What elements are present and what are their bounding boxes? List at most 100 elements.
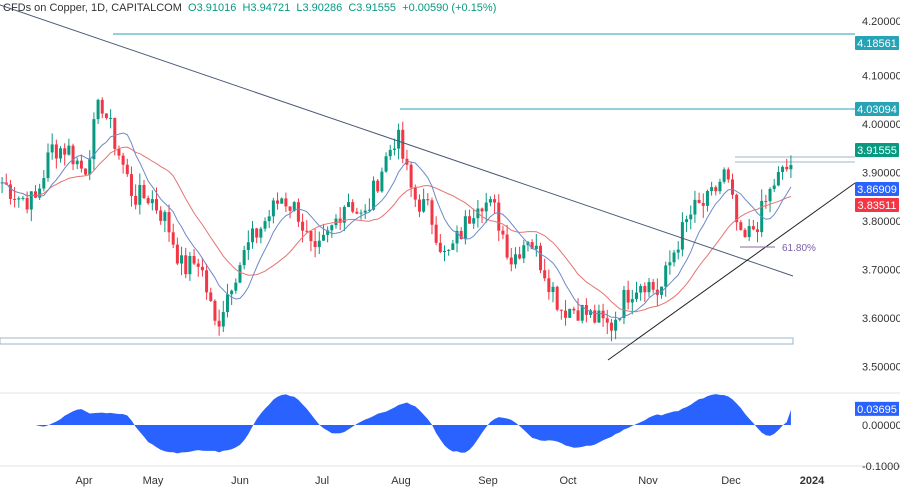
price-label: 3.83511 (858, 200, 897, 212)
candle-body (196, 263, 200, 267)
candle-body (559, 309, 563, 311)
candle-body (321, 234, 325, 241)
price-label-box (855, 36, 899, 50)
candle-body (701, 202, 705, 206)
candle-body (518, 254, 522, 259)
price-label-box (855, 143, 899, 157)
candle-body (789, 164, 793, 170)
candle-body (363, 210, 367, 213)
candle-body (676, 249, 680, 253)
candle-body (580, 305, 584, 321)
candle-body (238, 265, 242, 283)
candle-body (96, 99, 100, 120)
candle-body (430, 200, 434, 225)
candle-body (693, 199, 697, 215)
candle-body (347, 202, 351, 207)
candle-body (718, 181, 722, 192)
candle-body (313, 241, 317, 248)
candle-body (263, 221, 267, 229)
candle-body (785, 166, 789, 170)
candle-body (513, 254, 517, 265)
candle-body (276, 200, 280, 204)
candle-body (680, 222, 684, 250)
candle-body (355, 211, 359, 214)
candle-body (722, 169, 726, 182)
candle-body (67, 145, 71, 155)
candle-body (451, 243, 455, 250)
candle-body (150, 199, 154, 204)
candle-body (601, 310, 605, 319)
candle-body (359, 212, 363, 214)
high-value: H3.94721 (242, 2, 291, 14)
x-tick-label: 2024 (800, 475, 825, 487)
low-value: L3.90286 (296, 2, 343, 14)
candle-body (221, 312, 225, 327)
candle-body (772, 185, 776, 189)
y-tick-label: 4.20000 (862, 16, 900, 28)
candle-body (413, 187, 417, 200)
price-label: 4.03094 (857, 104, 897, 116)
x-tick-label: Apr (75, 475, 92, 487)
candle-body (726, 169, 730, 180)
candle-body (651, 282, 655, 290)
candle-body (476, 208, 480, 219)
candle-body (576, 310, 580, 321)
candle-body (33, 191, 37, 198)
y-tick-label: 3.90000 (862, 168, 900, 180)
candle-body (29, 191, 33, 210)
candle-body (710, 187, 714, 192)
candle-body (422, 199, 426, 212)
candle-body (213, 300, 217, 321)
candle-body (530, 242, 534, 250)
candle-body (434, 224, 438, 243)
chart-header: CFDs on Copper, 1D, CAPITALCOM O3.91016 … (3, 2, 496, 14)
candle-body (643, 286, 647, 293)
candles (0, 97, 793, 342)
candle-body (480, 208, 484, 212)
candle-body (634, 292, 638, 300)
candle-body (301, 221, 305, 231)
candle-body (205, 270, 209, 293)
candle-body (664, 265, 668, 287)
candle-body (225, 294, 229, 313)
support-zone (0, 337, 794, 345)
candle-body (121, 155, 125, 165)
candle-body (25, 197, 29, 210)
candle-body (589, 310, 593, 315)
candle-body (242, 250, 246, 266)
candle-body (397, 129, 401, 149)
candle-body (685, 219, 689, 223)
candle-body (246, 242, 250, 251)
candle-body (647, 282, 651, 293)
y-tick-label: 3.60000 (862, 313, 900, 325)
candle-body (142, 184, 146, 199)
candle-body (438, 242, 442, 253)
candle-body (447, 249, 451, 251)
candle-body (134, 195, 138, 205)
x-tick-label: Sep (478, 475, 498, 487)
candle-body (484, 202, 488, 212)
candle-body (342, 206, 346, 223)
candle-body (113, 117, 117, 149)
candle-body (392, 148, 396, 150)
candle-body (781, 166, 785, 173)
candle-body (38, 188, 42, 198)
candle-body (138, 184, 142, 205)
slow-ma-line (1, 146, 792, 313)
oscillator-area (2, 394, 791, 454)
x-tick-label: May (143, 475, 164, 487)
candle-body (234, 282, 238, 291)
candle-body (42, 178, 46, 189)
candle-body (497, 202, 501, 231)
candle-body (609, 322, 613, 331)
candle-body (630, 299, 634, 303)
ascending-trendline (607, 182, 856, 361)
candle-body (626, 289, 630, 303)
candle-body (288, 206, 292, 211)
candle-body (271, 200, 275, 217)
candle-body (568, 308, 572, 318)
candle-body (125, 164, 129, 175)
candle-body (614, 319, 618, 331)
